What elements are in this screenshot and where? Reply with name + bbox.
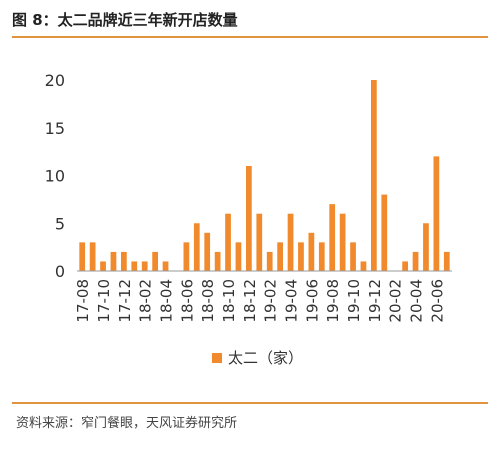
source-note: 资料来源：窄门餐眼，天风证券研究所 (16, 416, 238, 431)
bar-19-08 (329, 204, 336, 271)
bar-18-07 (193, 223, 200, 271)
legend: 太二（家） (212, 347, 303, 368)
y-tick-label: 15 (45, 119, 65, 138)
x-tick-label: 20-02 (387, 279, 405, 323)
bar-18-11 (235, 242, 242, 271)
x-tick-label: 18-08 (199, 279, 217, 323)
figure-title: 图 8：太二品牌近三年新开店数量 (12, 11, 238, 29)
bar-18-12 (246, 165, 252, 271)
y-tick-label: 5 (55, 214, 65, 233)
x-tick-label: 19-04 (283, 279, 301, 323)
bar-19-04 (287, 213, 294, 271)
bar-18-08 (204, 232, 211, 271)
x-tick-label: 17-10 (95, 279, 113, 323)
bar-17-12 (121, 251, 127, 271)
x-tick-label: 19-12 (366, 279, 384, 323)
bar-18-04 (162, 261, 169, 271)
y-tick-label: 10 (45, 167, 65, 186)
bar-20-04 (412, 251, 419, 271)
x-tick-label: 18-10 (220, 279, 238, 323)
y-tick-label: 0 (55, 262, 65, 281)
bar-20-06 (433, 156, 440, 271)
bar-19-07 (318, 242, 325, 271)
bar-19-12 (371, 80, 377, 271)
bar-19-05 (298, 242, 304, 271)
footer-divider (12, 402, 488, 404)
bar-20-07 (443, 251, 450, 271)
bar-18-09 (214, 251, 221, 271)
bar-19-11 (360, 261, 367, 271)
bar-19-06 (308, 232, 315, 271)
legend-swatch (212, 352, 222, 363)
bar-19-10 (350, 242, 356, 271)
bar-19-03 (277, 242, 283, 271)
x-tick-label: 18-12 (241, 279, 259, 323)
x-tick-label: 20-06 (428, 279, 446, 323)
legend-label: 太二（家） (228, 349, 304, 367)
x-tick-label: 19-08 (324, 279, 342, 323)
bar-18-06 (183, 242, 190, 271)
bar-18-02 (141, 261, 148, 271)
bar-19-02 (266, 251, 273, 271)
bar-17-11 (110, 251, 117, 271)
x-tick-label: 19-06 (303, 279, 321, 323)
bar-18-03 (152, 251, 158, 271)
x-tick-label: 19-02 (262, 279, 280, 323)
x-tick-label: 18-04 (158, 279, 176, 323)
bar-20-01 (381, 194, 388, 271)
x-tick-label: 18-06 (178, 279, 196, 323)
x-tick-label: 17-12 (116, 279, 134, 323)
bar-19-01 (256, 213, 263, 271)
x-tick-label: 18-02 (137, 279, 155, 323)
title-divider (12, 36, 488, 38)
x-axis: 17-08 17-10 17-12 18-02 18-04 18-06 18-08 18-10… (74, 279, 446, 323)
x-tick-label: 17-08 (74, 279, 92, 323)
bar-series (79, 80, 450, 271)
y-tick-label: 20 (45, 71, 65, 90)
bar-19-09 (339, 213, 346, 271)
bar-18-01 (131, 261, 138, 271)
bar-20-05 (423, 223, 429, 271)
bar-20-03 (402, 261, 408, 271)
x-tick-label: 19-10 (345, 279, 363, 323)
bar-17-08 (79, 242, 86, 271)
bar-17-10 (100, 261, 106, 271)
bar-18-10 (225, 213, 231, 271)
x-tick-label: 20-04 (408, 279, 426, 323)
bar-17-09 (89, 242, 96, 271)
y-axis: 0 5 10 15 20 (45, 71, 65, 281)
